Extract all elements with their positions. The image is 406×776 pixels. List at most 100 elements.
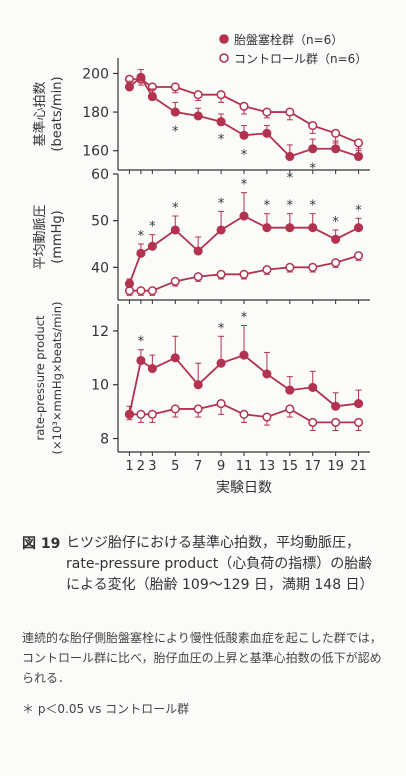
data-point-embolism (285, 151, 295, 162)
data-point-control (262, 107, 272, 117)
data-point-embolism (331, 234, 341, 244)
y-tick-label: 10 (91, 378, 109, 394)
data-point-control (262, 265, 272, 275)
y-tick-label: 160 (82, 144, 109, 160)
significance-asterisk: * (241, 311, 248, 326)
data-point-embolism (353, 223, 364, 233)
significance-asterisk: * (332, 215, 339, 230)
data-point-embolism (193, 111, 203, 121)
data-point-control (193, 90, 203, 100)
significance-asterisk: * (218, 196, 225, 211)
data-point-embolism (353, 151, 364, 162)
y-tick-label: 180 (82, 105, 109, 121)
data-point-embolism (308, 382, 318, 392)
x-tick-label: 2 (137, 459, 145, 474)
y-tick-label: 8 (100, 432, 109, 448)
series-line-embolism (128, 75, 359, 158)
data-point-control (353, 138, 364, 148)
data-point-embolism (170, 353, 180, 363)
legend-marker (219, 34, 229, 44)
data-point-control (193, 272, 203, 282)
x-tick-label: 13 (259, 459, 276, 474)
data-point-control (353, 251, 364, 261)
significance-asterisk: * (241, 178, 248, 193)
significance-asterisk: * (241, 148, 248, 163)
data-point-embolism (124, 82, 135, 92)
y-tick-label: 50 (91, 214, 109, 230)
data-point-embolism (262, 128, 272, 138)
data-point-control (216, 399, 226, 409)
data-point-embolism (170, 225, 180, 235)
data-point-embolism (216, 117, 226, 127)
data-point-control (239, 409, 249, 419)
y-axis-label: (×10³×mmHg×beats/min) (50, 302, 64, 455)
data-point-control (193, 404, 203, 414)
data-point-embolism (239, 130, 249, 140)
data-point-embolism (285, 385, 295, 395)
y-tick-label: 60 (91, 167, 109, 183)
data-point-embolism (124, 409, 135, 419)
data-point-embolism (124, 279, 135, 289)
legend-marker (219, 53, 229, 63)
significance-asterisk: * (264, 199, 271, 214)
significance-asterisk: * (218, 321, 225, 336)
data-point-control (353, 417, 364, 427)
significance-asterisk: * (309, 161, 316, 176)
data-point-embolism (147, 241, 157, 251)
data-point-control (170, 82, 180, 92)
panel-1 (113, 58, 370, 174)
data-point-embolism (147, 364, 157, 374)
significance-note: ＊ p＜0.05 vs コントロール群 (22, 702, 190, 716)
data-point-control (308, 121, 318, 131)
x-tick-label: 1 (125, 459, 133, 474)
y-tick-label: 12 (91, 324, 109, 340)
significance-asterisk: * (138, 335, 145, 350)
data-point-control (331, 258, 341, 268)
data-point-embolism (193, 380, 203, 390)
y-axis-label: (beats/min) (50, 76, 65, 151)
figure-caption-title: ヒツジ胎仔における基準心拍数，平均動脈圧，rate-pressure produ… (66, 535, 374, 593)
significance-asterisk: * (172, 201, 179, 216)
significance-asterisk: * (149, 220, 156, 235)
data-point-control (285, 262, 295, 272)
significance-asterisk: * (355, 203, 362, 218)
series-line-embolism (128, 354, 359, 415)
data-point-control (331, 417, 341, 427)
data-point-control (285, 107, 295, 117)
data-point-control (308, 417, 318, 427)
data-point-embolism (147, 92, 157, 102)
data-point-embolism (353, 399, 364, 409)
data-point-embolism (239, 211, 249, 221)
data-point-embolism (308, 223, 318, 233)
y-tick-label: 200 (82, 66, 109, 82)
figure-caption-body: 連続的な胎仔側胎盤塞栓により慢性低酸素血症を起こした群では，コントロール群に比べ… (22, 631, 382, 685)
significance-asterisk: * (172, 125, 179, 140)
data-point-embolism (331, 144, 341, 154)
significance-asterisk: * (287, 171, 294, 186)
data-point-control (216, 90, 226, 100)
y-tick-label: 40 (91, 260, 109, 276)
x-tick-label: 15 (282, 459, 299, 474)
data-point-embolism (262, 369, 272, 379)
data-point-embolism (136, 72, 146, 82)
y-axis-label: (mmHg) (50, 210, 65, 264)
data-point-embolism (216, 225, 226, 235)
data-point-embolism (216, 358, 226, 368)
data-point-control (308, 262, 318, 272)
y-axis-label: 基準心拍数 (32, 81, 48, 146)
data-point-control (147, 409, 157, 419)
significance-asterisk: * (287, 199, 294, 214)
x-tick-label: 21 (350, 459, 367, 474)
data-point-control (147, 286, 157, 296)
data-point-control (262, 412, 272, 422)
data-point-embolism (239, 350, 249, 360)
data-point-control (239, 101, 249, 111)
x-tick-label: 9 (217, 459, 225, 474)
x-tick-label: 3 (148, 459, 156, 474)
data-point-embolism (262, 223, 272, 233)
data-point-embolism (308, 144, 318, 154)
x-tick-label: 7 (194, 459, 202, 474)
panel-2 (113, 173, 370, 304)
panel-3 (113, 304, 370, 456)
